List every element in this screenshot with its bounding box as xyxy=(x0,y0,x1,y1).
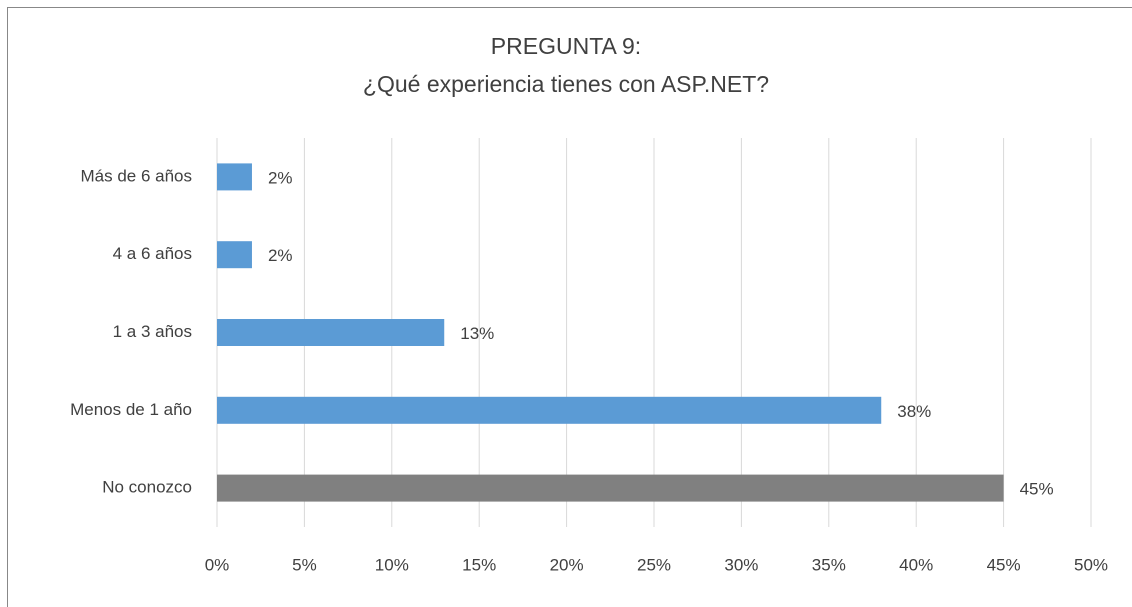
x-tick-label: 40% xyxy=(899,555,933,574)
x-tick-label: 10% xyxy=(375,555,409,574)
bar xyxy=(217,241,252,269)
bar xyxy=(217,396,882,424)
x-tick-label: 25% xyxy=(637,555,671,574)
bar xyxy=(217,474,1004,502)
bar xyxy=(217,319,445,346)
y-tick-label: No conozco xyxy=(102,478,192,497)
x-tick-label: 45% xyxy=(987,555,1021,574)
y-tick-label: Menos de 1 año xyxy=(70,400,192,419)
value-label: 13% xyxy=(460,324,494,343)
y-tick-label: 1 a 3 años xyxy=(113,322,192,341)
value-label: 38% xyxy=(897,402,931,421)
x-tick-label: 50% xyxy=(1074,555,1108,574)
y-tick-label: 4 a 6 años xyxy=(113,244,192,263)
value-label: 45% xyxy=(1020,480,1054,499)
chart-border xyxy=(7,7,1132,607)
x-tick-label: 5% xyxy=(292,555,317,574)
value-label: 2% xyxy=(268,168,293,187)
x-tick-label: 0% xyxy=(205,555,230,574)
x-tick-label: 35% xyxy=(812,555,846,574)
chart-subtitle: ¿Qué experiencia tienes con ASP.NET? xyxy=(363,71,769,97)
x-tick-label: 15% xyxy=(462,555,496,574)
x-tick-label: 30% xyxy=(724,555,758,574)
bar xyxy=(217,163,252,191)
chart-title: PREGUNTA 9: xyxy=(491,33,641,59)
value-label: 2% xyxy=(268,246,293,265)
y-tick-label: Más de 6 años xyxy=(80,166,192,185)
x-tick-label: 20% xyxy=(550,555,584,574)
